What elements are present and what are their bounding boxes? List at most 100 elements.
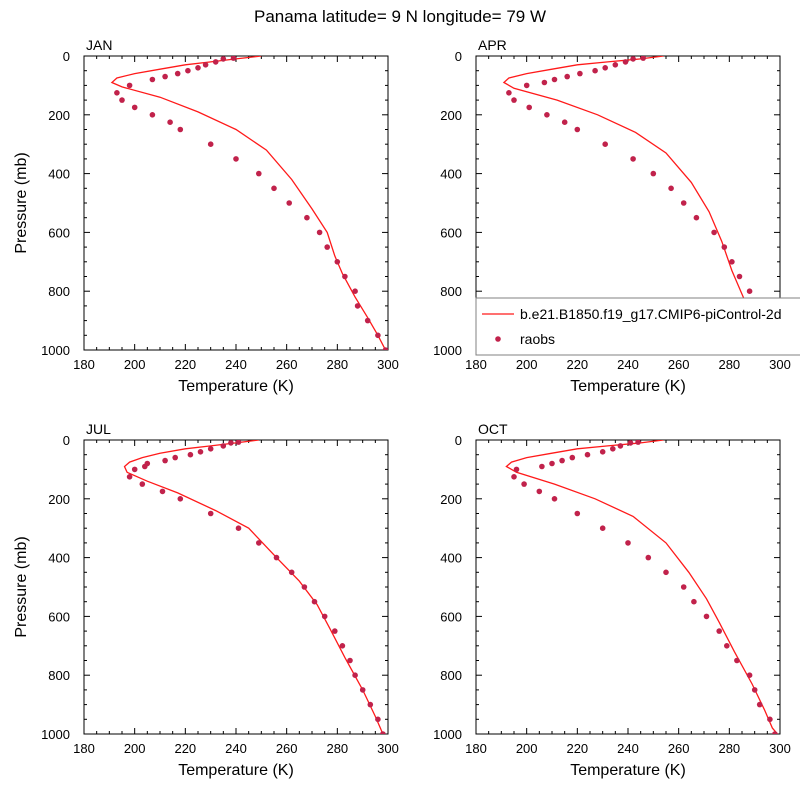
y-tick-label: 1000 bbox=[433, 343, 462, 358]
x-tick-label: 280 bbox=[718, 741, 740, 756]
x-tick-label: 260 bbox=[276, 741, 298, 756]
y-tick-label: 200 bbox=[48, 108, 70, 123]
raobs-point bbox=[544, 112, 550, 118]
raobs-point bbox=[149, 76, 156, 83]
raobs-point bbox=[751, 687, 758, 693]
legend-label: b.e21.B1850.f19_g17.CMIP6-piControl-2d bbox=[520, 306, 782, 322]
y-tick-label: 800 bbox=[48, 284, 70, 299]
raobs-point bbox=[599, 449, 606, 455]
raobs-point bbox=[167, 119, 173, 125]
y-tick-label: 400 bbox=[48, 551, 70, 566]
legend-dot-symbol bbox=[495, 336, 501, 342]
raobs-point bbox=[212, 59, 219, 65]
x-tick-label: 260 bbox=[668, 741, 690, 756]
raobs-point bbox=[711, 229, 717, 236]
raobs-point bbox=[513, 466, 520, 473]
raobs-point bbox=[352, 672, 358, 678]
y-axis-label: Pressure (mb) bbox=[13, 152, 30, 253]
raobs-point bbox=[736, 273, 743, 280]
raobs-point bbox=[645, 554, 652, 561]
raobs-point bbox=[126, 82, 133, 89]
raobs-point bbox=[114, 90, 120, 96]
raobs-point bbox=[321, 613, 328, 620]
x-tick-label: 240 bbox=[225, 741, 247, 756]
raobs-point bbox=[716, 628, 722, 634]
x-tick-label: 180 bbox=[465, 357, 487, 372]
raobs-point bbox=[185, 67, 191, 74]
raobs-point bbox=[149, 112, 156, 118]
model-profile-line bbox=[123, 440, 384, 734]
raobs-point bbox=[746, 672, 753, 678]
raobs-point bbox=[233, 156, 239, 162]
raobs-point bbox=[304, 214, 310, 221]
raobs-point bbox=[539, 463, 545, 470]
model-profile-line bbox=[502, 56, 780, 350]
panel-apr: APR 180 200 220 240 260 280 300 0 200 400 600 800 100… bbox=[433, 37, 800, 395]
raobs-point bbox=[612, 62, 619, 68]
raobs-point bbox=[177, 496, 184, 502]
raobs-point bbox=[380, 731, 386, 734]
raobs-point bbox=[332, 628, 338, 634]
raobs-point bbox=[172, 454, 178, 461]
raobs-point bbox=[364, 317, 371, 324]
raobs-point bbox=[339, 643, 346, 649]
x-tick-label: 280 bbox=[326, 741, 348, 756]
y-tick-label: 1000 bbox=[41, 343, 70, 358]
raobs-point bbox=[627, 440, 634, 446]
panel-jan: JAN 180 200 220 240 260 280 300 0 200 400 600 800 100… bbox=[13, 37, 399, 395]
y-tick-label: 800 bbox=[48, 668, 70, 683]
plot-frame bbox=[83, 55, 389, 351]
raobs-point bbox=[574, 126, 581, 133]
raobs-point bbox=[693, 214, 700, 221]
raobs-point bbox=[367, 701, 374, 708]
raobs-point bbox=[549, 460, 555, 467]
raobs-point bbox=[228, 440, 234, 446]
raobs-point bbox=[139, 481, 146, 487]
legend-label: raobs bbox=[520, 331, 555, 347]
raobs-point bbox=[187, 451, 194, 458]
raobs-point bbox=[668, 185, 674, 192]
raobs-point bbox=[301, 584, 308, 590]
raobs-point bbox=[536, 488, 543, 495]
raobs-point bbox=[316, 229, 323, 236]
raobs-point bbox=[584, 451, 591, 458]
raobs-point bbox=[630, 56, 636, 62]
x-axis-label: Temperature (K) bbox=[178, 762, 294, 779]
raobs-point bbox=[746, 288, 753, 295]
x-tick-label: 280 bbox=[718, 357, 740, 372]
raobs-point bbox=[511, 474, 517, 480]
y-tick-label: 1000 bbox=[41, 727, 70, 742]
raobs-point bbox=[359, 687, 366, 693]
raobs-point bbox=[286, 200, 293, 206]
y-tick-label: 0 bbox=[63, 433, 70, 448]
raobs-point bbox=[506, 90, 512, 96]
x-tick-label: 240 bbox=[617, 357, 639, 372]
x-tick-label: 280 bbox=[326, 357, 348, 372]
raobs-point bbox=[382, 347, 388, 350]
y-tick-label: 800 bbox=[440, 668, 462, 683]
raobs-point bbox=[767, 716, 773, 723]
figure-title: Panama latitude= 9 N longitude= 79 W bbox=[254, 7, 546, 26]
y-axis-label: Pressure (mb) bbox=[13, 536, 30, 637]
raobs-point bbox=[195, 65, 201, 71]
panel-label: APR bbox=[478, 37, 507, 53]
raobs-point bbox=[177, 126, 184, 133]
x-tick-label: 220 bbox=[174, 357, 196, 372]
raobs-point bbox=[159, 488, 166, 495]
raobs-point bbox=[235, 525, 242, 531]
y-tick-label: 0 bbox=[63, 49, 70, 64]
raobs-point bbox=[640, 56, 646, 61]
x-tick-label: 180 bbox=[73, 741, 95, 756]
raobs-point bbox=[511, 97, 517, 103]
raobs-point bbox=[207, 510, 214, 517]
plot-data bbox=[505, 440, 778, 734]
y-tick-label: 200 bbox=[440, 492, 462, 507]
raobs-point bbox=[273, 554, 280, 561]
y-tick-label: 600 bbox=[440, 225, 462, 240]
x-tick-label: 200 bbox=[124, 741, 146, 756]
raobs-point bbox=[230, 56, 237, 61]
raobs-point bbox=[622, 59, 629, 65]
x-tick-label: 260 bbox=[276, 357, 298, 372]
raobs-point bbox=[271, 185, 277, 192]
raobs-point bbox=[197, 449, 204, 455]
